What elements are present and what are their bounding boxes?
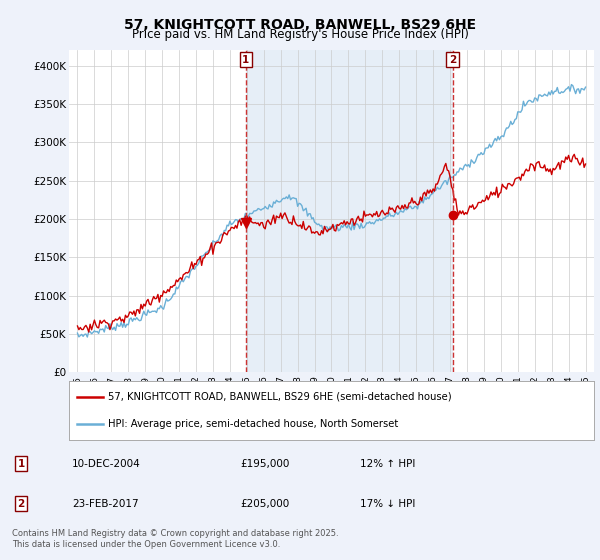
Text: HPI: Average price, semi-detached house, North Somerset: HPI: Average price, semi-detached house,… — [109, 419, 398, 429]
Text: 23-FEB-2017: 23-FEB-2017 — [72, 498, 139, 508]
Text: 2: 2 — [449, 55, 456, 64]
Text: £195,000: £195,000 — [240, 459, 289, 469]
Text: 2: 2 — [17, 498, 25, 508]
Text: 12% ↑ HPI: 12% ↑ HPI — [360, 459, 415, 469]
Text: 1: 1 — [242, 55, 250, 64]
Bar — [246, 50, 452, 372]
Text: 57, KNIGHTCOTT ROAD, BANWELL, BS29 6HE (semi-detached house): 57, KNIGHTCOTT ROAD, BANWELL, BS29 6HE (… — [109, 391, 452, 402]
Text: 57, KNIGHTCOTT ROAD, BANWELL, BS29 6HE: 57, KNIGHTCOTT ROAD, BANWELL, BS29 6HE — [124, 18, 476, 32]
Text: 17% ↓ HPI: 17% ↓ HPI — [360, 498, 415, 508]
Text: Contains HM Land Registry data © Crown copyright and database right 2025.
This d: Contains HM Land Registry data © Crown c… — [12, 529, 338, 549]
Text: 1: 1 — [17, 459, 25, 469]
Text: £205,000: £205,000 — [240, 498, 289, 508]
Text: 10-DEC-2004: 10-DEC-2004 — [72, 459, 141, 469]
Text: Price paid vs. HM Land Registry's House Price Index (HPI): Price paid vs. HM Land Registry's House … — [131, 28, 469, 41]
